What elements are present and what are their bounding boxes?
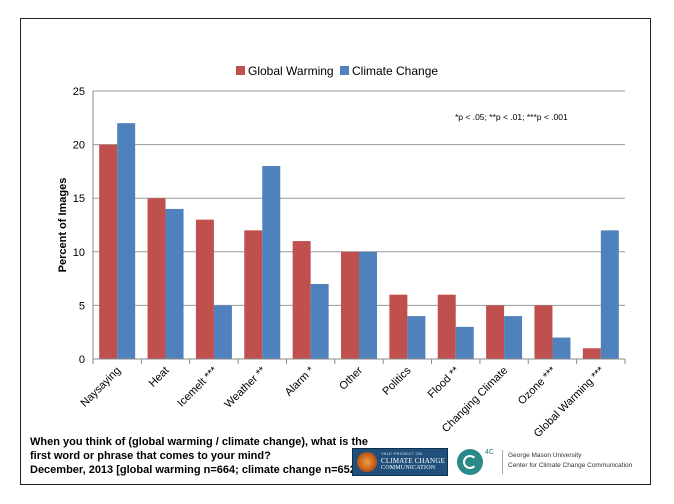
legend: Global Warming Climate Change [236, 64, 438, 78]
bar-global-warming [244, 230, 263, 359]
x-tick-label: Alarm * [283, 364, 317, 398]
4c-logo-label: 4C [485, 449, 494, 456]
gmu-line-2: Center for Climate Change Communication [508, 462, 633, 469]
x-tick-label: Other [337, 364, 365, 392]
bar-climate-change [359, 251, 377, 359]
bar-climate-change [552, 337, 571, 359]
bars [99, 123, 619, 359]
bar-climate-change [455, 326, 474, 359]
x-tick-label: Ozone *** [516, 364, 559, 407]
x-tick-label: Flood ** [426, 364, 463, 401]
caption-line-3: December, 2013 [global warming n=664; cl… [30, 464, 360, 476]
caption-line-1: When you think of (global warming / clim… [30, 436, 368, 448]
y-tick-label: 15 [73, 193, 85, 205]
bar-climate-change [165, 208, 184, 359]
y-tick-label: 25 [73, 86, 85, 98]
4c-logo-icon [457, 449, 483, 475]
x-tick-label: Politics [380, 364, 413, 397]
bar-climate-change [117, 123, 136, 359]
bar-global-warming [341, 251, 359, 359]
bar-global-warming [534, 305, 553, 359]
y-tick-label: 10 [73, 247, 85, 259]
x-tick-label: Icemelt *** [175, 364, 220, 409]
logo-divider [502, 450, 503, 474]
x-tick-label: Naysaying [79, 365, 124, 410]
caption-line-2: first word or phrase that comes to your … [30, 450, 271, 462]
legend-label: Climate Change [352, 64, 438, 78]
bar-global-warming [582, 348, 601, 359]
bar-global-warming [389, 294, 408, 359]
bar-global-warming [292, 241, 311, 359]
bar-climate-change [504, 316, 523, 359]
bar-climate-change [407, 316, 426, 359]
yale-climate-communication-logo: YALE PROJECT ON CLIMATE CHANGE COMMUNICA… [352, 448, 448, 476]
y-tick-label: 0 [79, 354, 85, 366]
legend-swatch [340, 66, 349, 75]
bar-global-warming [99, 144, 118, 359]
bar-climate-change [600, 230, 619, 359]
x-tick-label: Heat [147, 365, 172, 390]
bar-global-warming [195, 219, 214, 359]
y-tick-label: 5 [79, 300, 85, 312]
logo-ycc-line1: YALE PROJECT ON [381, 451, 423, 456]
bar-climate-change [213, 305, 232, 359]
bar-global-warming [486, 305, 505, 359]
seal-icon [357, 452, 377, 472]
logo-ycc-line2: CLIMATE CHANGE [381, 457, 446, 465]
y-tick-label: 20 [73, 140, 85, 152]
bar-climate-change [310, 283, 329, 359]
legend-label: Global Warming [248, 64, 334, 78]
x-tick-label: Weather ** [222, 364, 268, 410]
gmu-line-1: George Mason University [508, 452, 582, 459]
bar-climate-change [262, 166, 281, 359]
y-axis-label: Percent of Images [57, 178, 69, 273]
bar-global-warming [147, 198, 166, 359]
legend-swatch [236, 66, 245, 75]
bar-global-warming [437, 294, 456, 359]
logo-ycc-line3: COMMUNICATION [381, 465, 436, 471]
significance-note: *p < .05; **p < .01; ***p < .001 [455, 112, 568, 122]
